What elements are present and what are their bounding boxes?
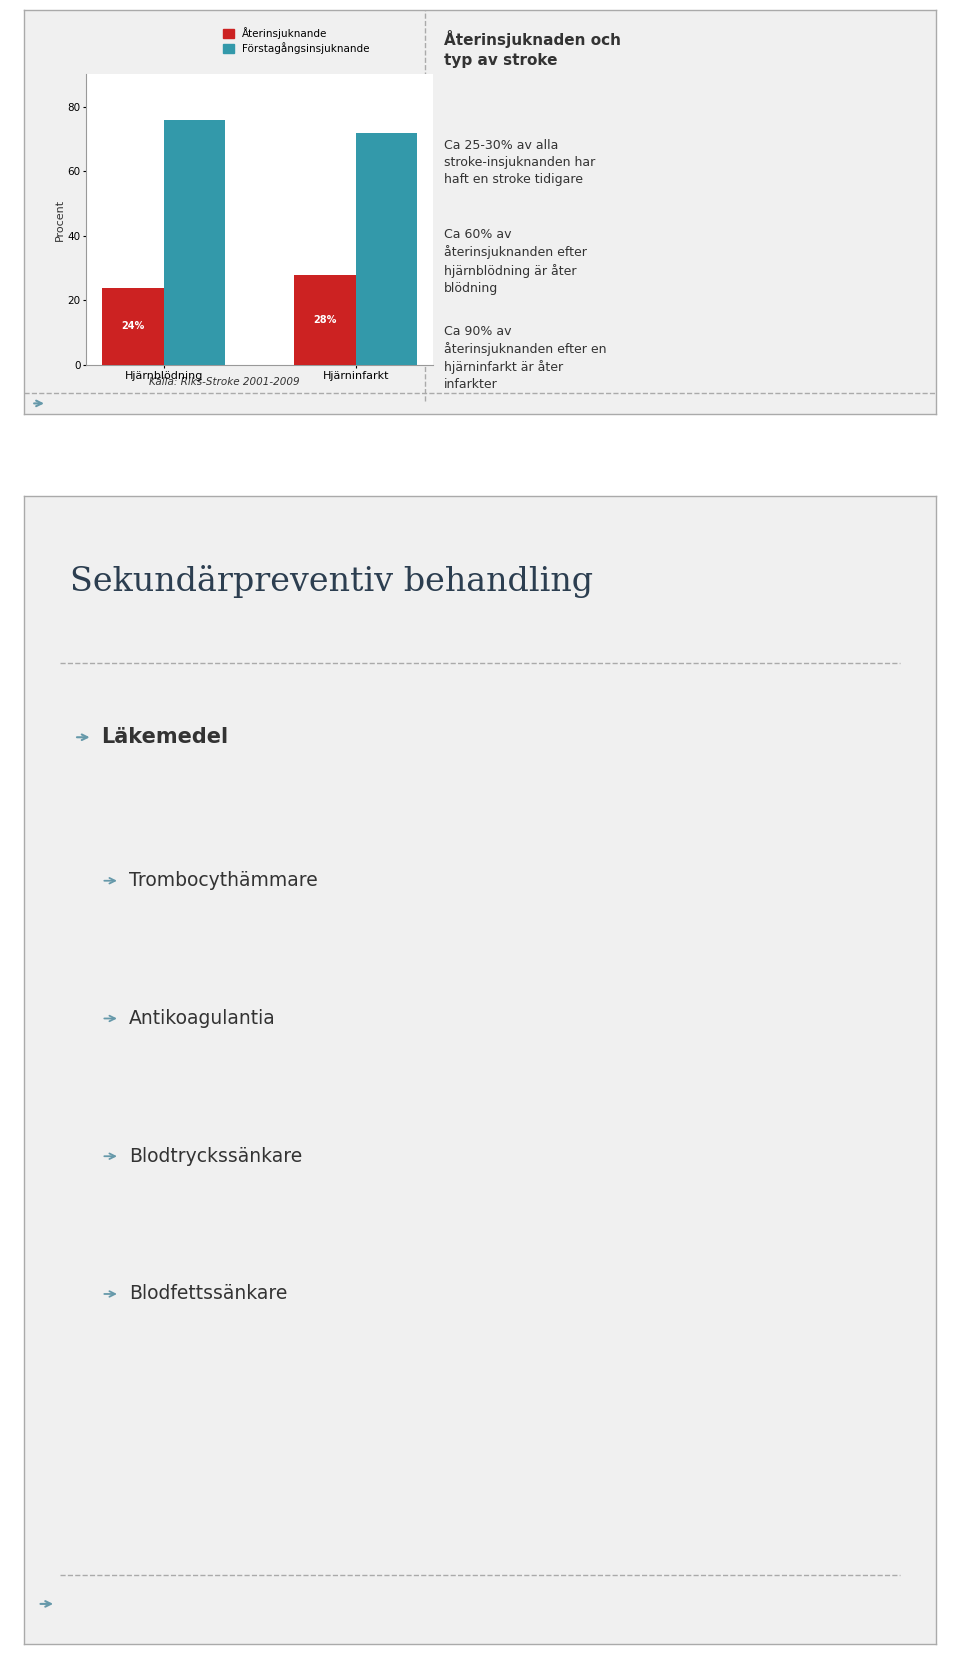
Text: 28%: 28%: [313, 314, 337, 324]
Bar: [163, 119, 225, 366]
Text: Återinsjuknaden och
typ av stroke: Återinsjuknaden och typ av stroke: [444, 30, 620, 68]
Text: 24%: 24%: [121, 321, 145, 331]
Text: Antikoagulantia: Antikoagulantia: [129, 1009, 276, 1029]
Text: Sekundärpreventiv behandling: Sekundärpreventiv behandling: [69, 566, 592, 599]
Text: Ca 90% av
återinsjuknanden efter en
hjärninfarkt är åter
infarkter: Ca 90% av återinsjuknanden efter en hjär…: [444, 324, 606, 392]
Text: Ca 60% av
återinsjuknanden efter
hjärnblödning är åter
blödning: Ca 60% av återinsjuknanden efter hjärnbl…: [444, 228, 587, 294]
Text: Läkemedel: Läkemedel: [102, 728, 228, 748]
Text: Trombocythämmare: Trombocythämmare: [129, 872, 318, 890]
Legend: Återinsjuknande, Förstagångsinsjuknande: Återinsjuknande, Förstagångsinsjuknande: [224, 28, 370, 55]
Text: Blodtryckssänkare: Blodtryckssänkare: [129, 1146, 302, 1166]
Text: Källa: Riks-Stroke 2001-2009: Källa: Riks-Stroke 2001-2009: [150, 377, 300, 387]
Text: Blodfettssänkare: Blodfettssänkare: [129, 1285, 287, 1303]
Y-axis label: Procent: Procent: [55, 198, 65, 241]
Bar: [102, 288, 163, 366]
Text: Ca 25-30% av alla
stroke-insjuknanden har
haft en stroke tidigare: Ca 25-30% av alla stroke-insjuknanden ha…: [444, 139, 595, 185]
Bar: [356, 132, 418, 366]
Bar: [295, 275, 356, 366]
